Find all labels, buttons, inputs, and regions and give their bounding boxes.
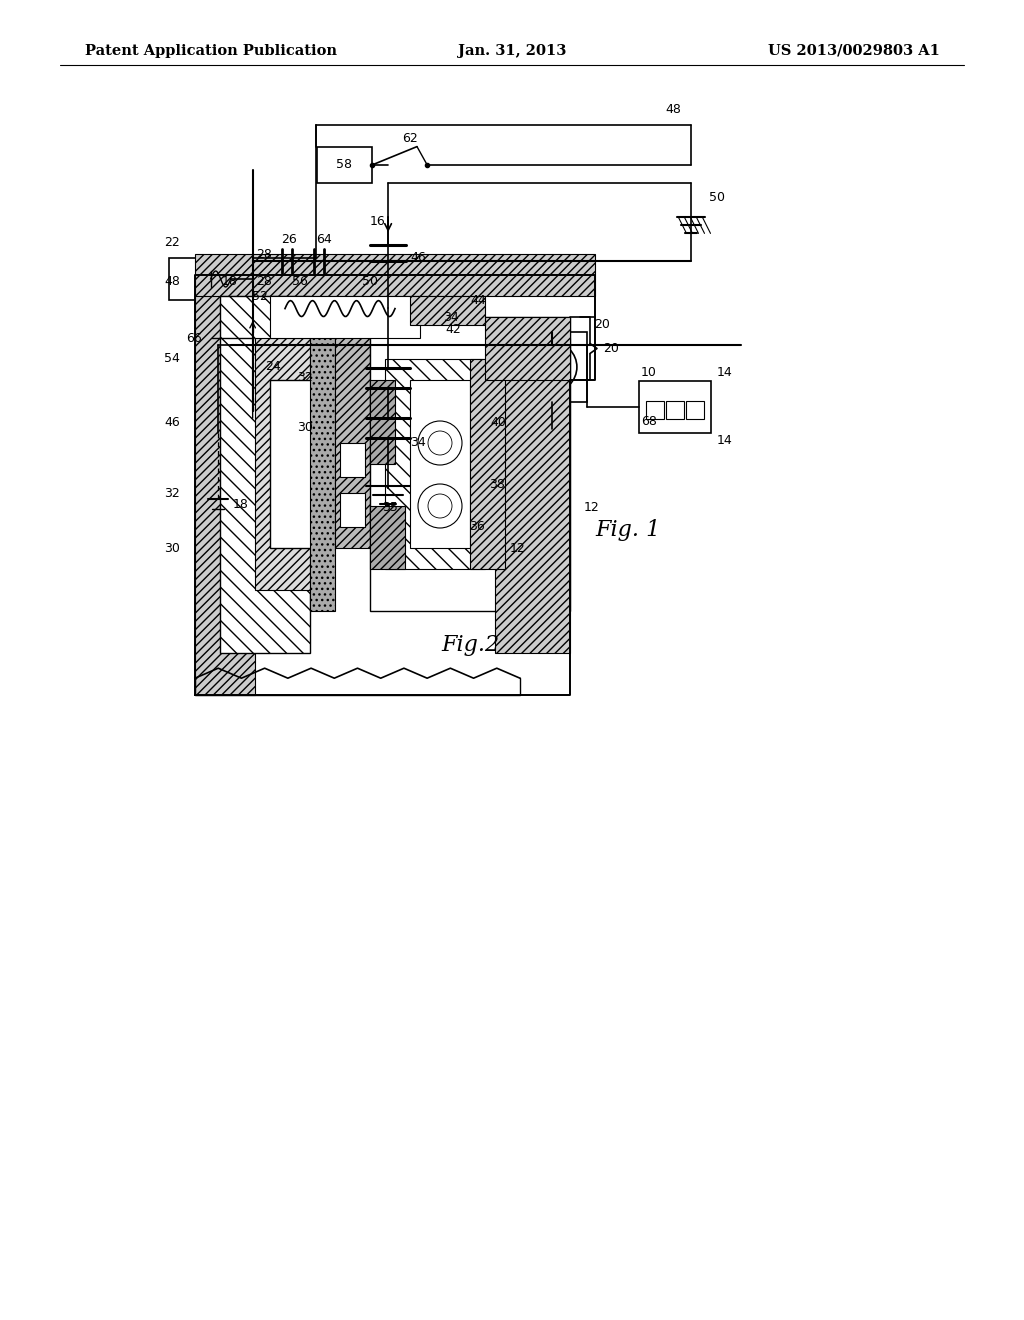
Text: 54: 54 [164,352,180,366]
Text: 14: 14 [717,366,732,379]
Text: 32: 32 [164,487,180,500]
Bar [686,400,703,418]
Bar [470,359,505,569]
Text: 50: 50 [362,275,378,288]
Text: 52: 52 [252,289,268,302]
Text: 64: 64 [315,232,332,246]
Bar [338,308,438,488]
Bar [335,317,370,548]
Text: 30: 30 [164,541,180,554]
Text: 20: 20 [594,318,609,331]
Text: 22: 22 [164,236,179,249]
Text: 12: 12 [584,502,599,515]
Text: 46: 46 [410,251,426,264]
Bar [195,253,595,296]
Text: 12: 12 [510,541,525,554]
Bar [255,338,310,590]
Bar [195,275,255,696]
Text: 30: 30 [297,421,313,434]
Text: 48: 48 [164,275,180,288]
Bar [517,333,587,403]
Bar [316,147,372,182]
Text: 66: 66 [186,331,203,345]
Text: Fig.2: Fig.2 [441,634,499,656]
Text: 68: 68 [641,414,656,428]
Bar [270,380,319,548]
Text: Fig. 1: Fig. 1 [595,519,660,541]
Bar [169,257,211,300]
Text: 62: 62 [402,132,418,145]
Bar [646,400,664,418]
Bar [485,317,570,380]
Text: 50: 50 [709,191,725,203]
Text: 36: 36 [469,520,485,533]
Text: 16: 16 [370,215,386,227]
Bar [220,296,310,653]
Bar [370,317,570,611]
Text: 44: 44 [470,294,485,306]
Text: 40: 40 [490,416,506,429]
Text: 56: 56 [292,275,308,288]
Bar [385,359,485,569]
Text: 58: 58 [336,158,352,172]
Text: 18: 18 [233,498,249,511]
Bar [410,380,470,548]
Text: 28: 28 [256,275,271,288]
Text: 20: 20 [603,342,618,355]
Bar [370,506,406,569]
Text: 26: 26 [281,232,297,246]
Bar [340,494,365,527]
Text: 34: 34 [410,437,426,450]
Text: 32: 32 [297,371,313,384]
Text: Patent Application Publication: Patent Application Publication [85,44,337,58]
Text: 14: 14 [717,434,732,447]
Bar [639,380,711,433]
Text: US 2013/0029803 A1: US 2013/0029803 A1 [768,44,940,58]
Text: 48: 48 [666,103,681,116]
Bar [270,296,420,338]
Text: 46: 46 [164,416,180,429]
Text: 35: 35 [382,502,398,515]
Bar [410,296,485,326]
Text: 34: 34 [443,312,459,325]
Text: 10: 10 [641,366,656,379]
Bar [340,444,365,477]
Text: Jan. 31, 2013: Jan. 31, 2013 [458,44,566,58]
Bar [310,326,335,611]
Text: 24: 24 [264,360,281,374]
Bar [666,400,684,418]
Bar [495,338,570,653]
Text: 38: 38 [489,479,505,491]
Text: 42: 42 [445,323,461,337]
Text: 28: 28 [256,248,271,261]
Bar [370,380,395,465]
Text: 18: 18 [222,275,238,288]
Polygon shape [498,325,534,366]
